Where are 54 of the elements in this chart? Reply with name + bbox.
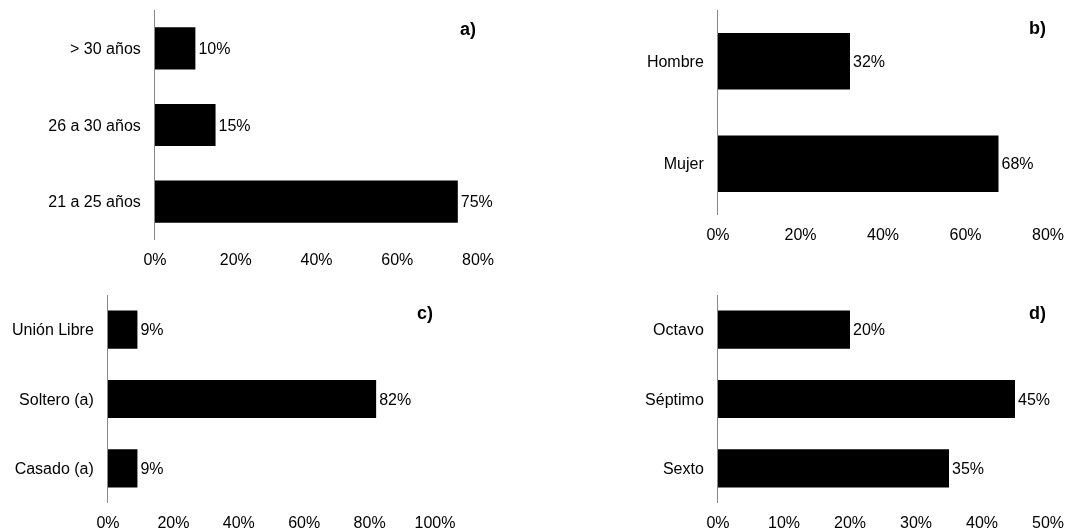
y-tick-label: Octavo <box>653 321 704 339</box>
data-label: 68% <box>1001 155 1034 173</box>
annotation: c) <box>417 303 434 323</box>
data-label: 15% <box>218 116 251 134</box>
x-tick-label: 20% <box>833 514 867 529</box>
y-tick-label: > 30 años <box>70 39 141 57</box>
x-tick-label: 0% <box>706 514 730 529</box>
x-tick-label: 60% <box>381 251 414 268</box>
bar <box>718 449 949 488</box>
annotation: a) <box>460 19 477 39</box>
x-tick-label: 0% <box>96 514 120 529</box>
data-label: 45% <box>1018 390 1051 408</box>
x-tick-label: 50% <box>1031 514 1065 529</box>
bar <box>155 27 196 70</box>
x-tick-label: 60% <box>949 226 982 243</box>
y-tick-label: Unión Libre <box>11 321 94 339</box>
x-tick-label: 10% <box>767 514 801 529</box>
y-tick-label: Hombre <box>646 52 704 70</box>
bar <box>155 103 216 147</box>
x-tick-label: 100% <box>414 514 456 529</box>
data-label: 75% <box>460 193 493 211</box>
x-tick-label: 80% <box>461 251 495 268</box>
data-label: 35% <box>952 459 985 477</box>
y-tick-label: Soltero (a) <box>19 390 94 408</box>
x-tick-label: 40% <box>866 226 900 243</box>
data-label: 9% <box>140 459 164 477</box>
bar <box>718 310 850 349</box>
data-label: 10% <box>198 39 231 57</box>
x-tick-label: 60% <box>288 514 321 529</box>
y-tick-label: 26 a 30 años <box>48 116 141 134</box>
x-tick-label: 20% <box>157 514 190 529</box>
x-tick-label: 80% <box>1031 226 1065 243</box>
y-tick-label: Casado (a) <box>14 459 94 477</box>
y-tick-label: Sexto <box>662 459 704 477</box>
bar <box>718 379 1015 419</box>
x-tick-label: 20% <box>784 226 817 243</box>
x-tick-label: 40% <box>965 514 999 529</box>
x-tick-label: 0% <box>143 251 167 268</box>
y-tick-label: Séptimo <box>645 390 704 408</box>
y-tick-label: Mujer <box>663 155 705 173</box>
data-label: 82% <box>379 390 412 408</box>
annotation: b) <box>1029 18 1046 38</box>
data-label: 32% <box>853 52 886 70</box>
x-tick-label: 0% <box>706 226 730 243</box>
annotation: d) <box>1029 303 1046 323</box>
data-label: 20% <box>853 321 886 339</box>
bar <box>155 180 458 223</box>
x-tick-label: 80% <box>353 514 386 529</box>
x-tick-label: 20% <box>219 251 252 268</box>
x-tick-label: 40% <box>222 514 255 529</box>
x-tick-label: 30% <box>899 514 933 529</box>
x-tick-label: 40% <box>300 251 333 268</box>
y-tick-label: 21 a 25 años <box>48 193 141 211</box>
data-label: 9% <box>140 321 164 339</box>
